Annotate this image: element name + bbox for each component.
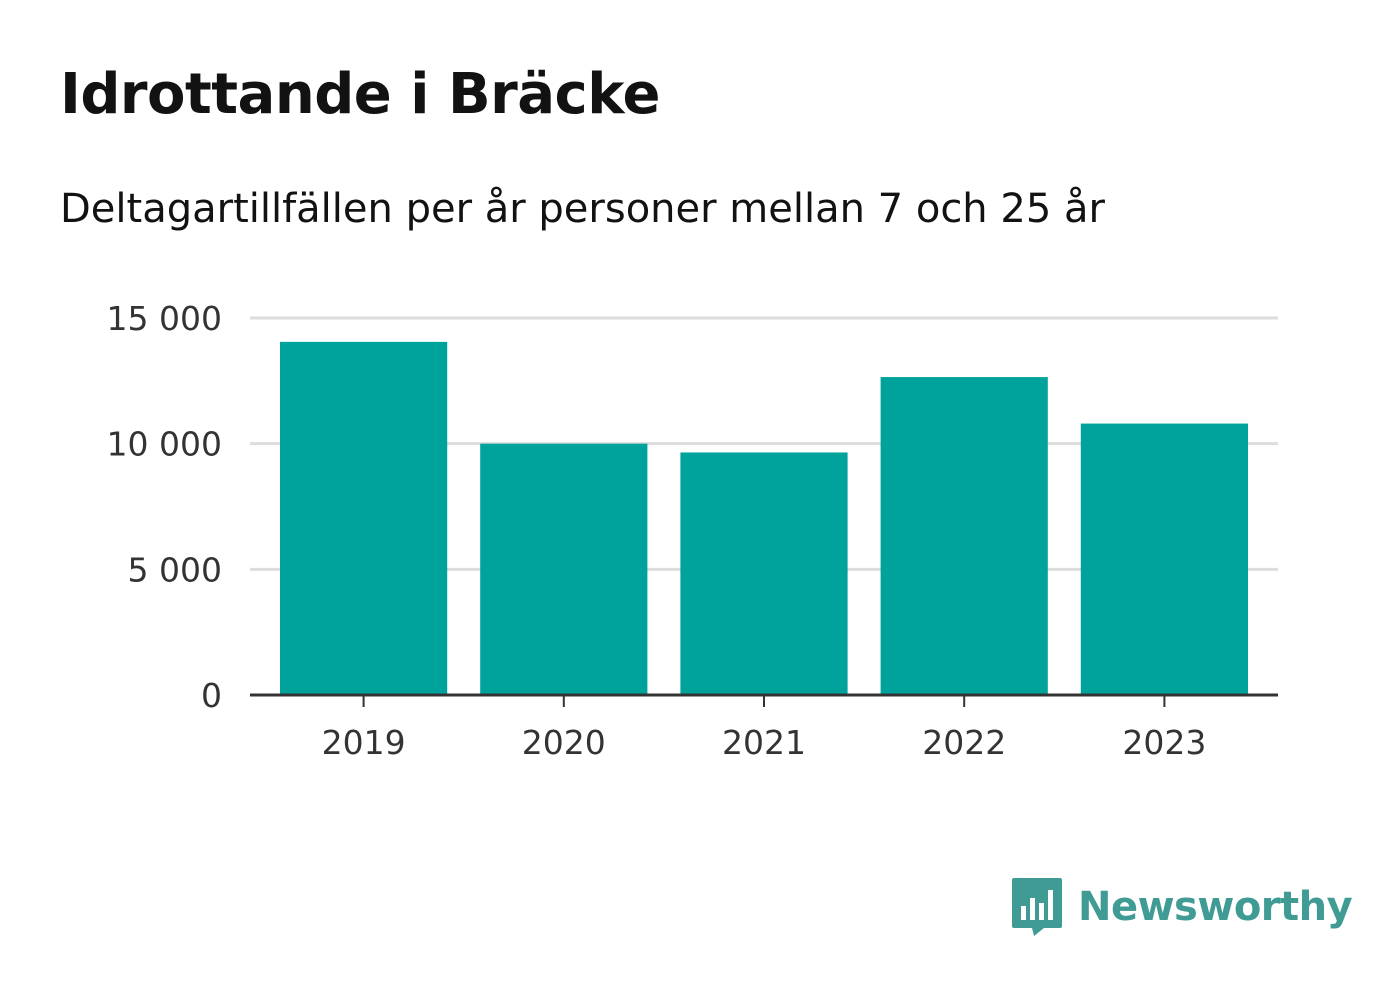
x-tick-label: 2022 [922,723,1006,762]
bar-chart-speech-bubble-icon [1012,878,1062,936]
y-tick-label: 15 000 [107,299,222,338]
y-tick-label: 0 [201,676,222,715]
newsworthy-logo: Newsworthy [1010,876,1353,938]
bar [680,452,848,695]
x-tick-label: 2020 [522,723,606,762]
y-tick-label: 10 000 [107,425,222,464]
x-tick-label: 2021 [722,723,806,762]
chart-title: Idrottande i Bräcke [60,62,660,127]
x-tick-label: 2023 [1122,723,1206,762]
bar [280,341,448,695]
y-tick-label: 5 000 [128,550,222,589]
y-tick-labels: 0 5 000 10 000 15 000 [107,299,222,715]
x-tick-label: 2019 [322,723,406,762]
bar [480,443,648,695]
bar [880,377,1048,695]
bars [280,341,1248,695]
x-tick-labels: 2019 2020 2021 2022 2023 [322,723,1207,762]
bar [1080,423,1248,695]
brand-name: Newsworthy [1078,884,1353,930]
chart-subtitle: Deltagartillfällen per år personer mella… [60,186,1105,232]
x-axis [250,693,1278,707]
